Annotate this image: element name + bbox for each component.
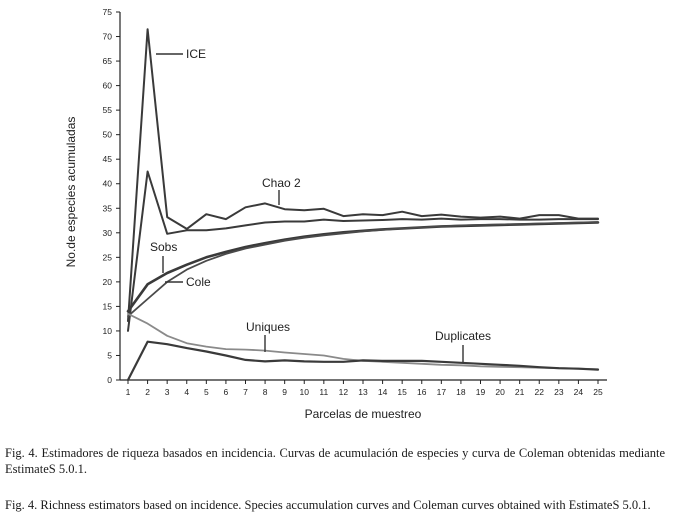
x-axis-label: Parcelas de muestreo xyxy=(305,407,422,421)
y-tick-label: 30 xyxy=(103,228,113,238)
y-tick-label: 65 xyxy=(103,56,113,66)
x-tick-label: 12 xyxy=(339,387,349,397)
annotation-label-chao-2: Chao 2 xyxy=(262,176,301,190)
x-tick-label: 5 xyxy=(204,387,209,397)
y-tick-label: 75 xyxy=(103,7,113,17)
x-tick-label: 6 xyxy=(224,387,229,397)
annotation-label-duplicates: Duplicates xyxy=(435,329,491,343)
x-tick-label: 15 xyxy=(397,387,407,397)
y-tick-label: 5 xyxy=(107,350,112,360)
x-tick-label: 24 xyxy=(574,387,584,397)
x-tick-label: 8 xyxy=(263,387,268,397)
y-tick-label: 20 xyxy=(103,277,113,287)
y-tick-label: 45 xyxy=(103,154,113,164)
y-tick-label: 10 xyxy=(103,326,113,336)
figure-caption-spanish: Fig. 4. Estimadores de riqueza basados e… xyxy=(5,446,665,476)
series-line-cole xyxy=(127,221,599,318)
annotation-label-ice: ICE xyxy=(186,47,206,61)
x-tick-label: 7 xyxy=(243,387,248,397)
y-tick-label: 0 xyxy=(107,375,112,385)
y-tick-label: 50 xyxy=(103,130,113,140)
x-tick-label: 23 xyxy=(554,387,564,397)
x-tick-label: 4 xyxy=(184,387,189,397)
figure-caption-english: Fig. 4. Richness estimators based on inc… xyxy=(5,498,651,512)
x-tick-label: 20 xyxy=(495,387,505,397)
x-tick-label: 2 xyxy=(145,387,150,397)
x-tick-label: 18 xyxy=(456,387,466,397)
series-line-sobs xyxy=(126,221,600,313)
annotation-label-sobs: Sobs xyxy=(150,240,177,254)
x-tick-label: 11 xyxy=(319,387,328,397)
x-tick-label: 21 xyxy=(515,387,525,397)
x-tick-label: 3 xyxy=(165,387,170,397)
y-tick-label: 55 xyxy=(103,105,113,115)
y-tick-label: 40 xyxy=(103,179,113,189)
x-tick-label: 19 xyxy=(476,387,486,397)
x-tick-label: 13 xyxy=(358,387,368,397)
y-tick-label: 60 xyxy=(103,81,113,91)
x-tick-label: 10 xyxy=(300,387,310,397)
y-tick-label: 25 xyxy=(103,252,113,262)
annotation-label-cole: Cole xyxy=(186,275,211,289)
series-line-chao-2 xyxy=(127,170,599,332)
y-tick-label: 35 xyxy=(103,203,113,213)
x-tick-label: 1 xyxy=(126,387,131,397)
x-tick-label: 25 xyxy=(593,387,603,397)
x-tick-label: 9 xyxy=(282,387,287,397)
annotation-label-uniques: Uniques xyxy=(246,320,290,334)
x-tick-label: 22 xyxy=(535,387,545,397)
annotation-layer: ICE Chao 2 Sobs Cole Uniques Duplicates xyxy=(150,47,491,362)
series-line-duplicates xyxy=(126,340,600,382)
x-tick-label: 14 xyxy=(378,387,388,397)
x-tick-label: 17 xyxy=(437,387,447,397)
series-layer xyxy=(126,28,600,382)
x-tick-label: 16 xyxy=(417,387,427,397)
y-axis-label: No.de especies acumuladas xyxy=(64,117,78,268)
y-tick-label: 15 xyxy=(103,301,113,311)
y-tick-label: 70 xyxy=(103,32,113,42)
